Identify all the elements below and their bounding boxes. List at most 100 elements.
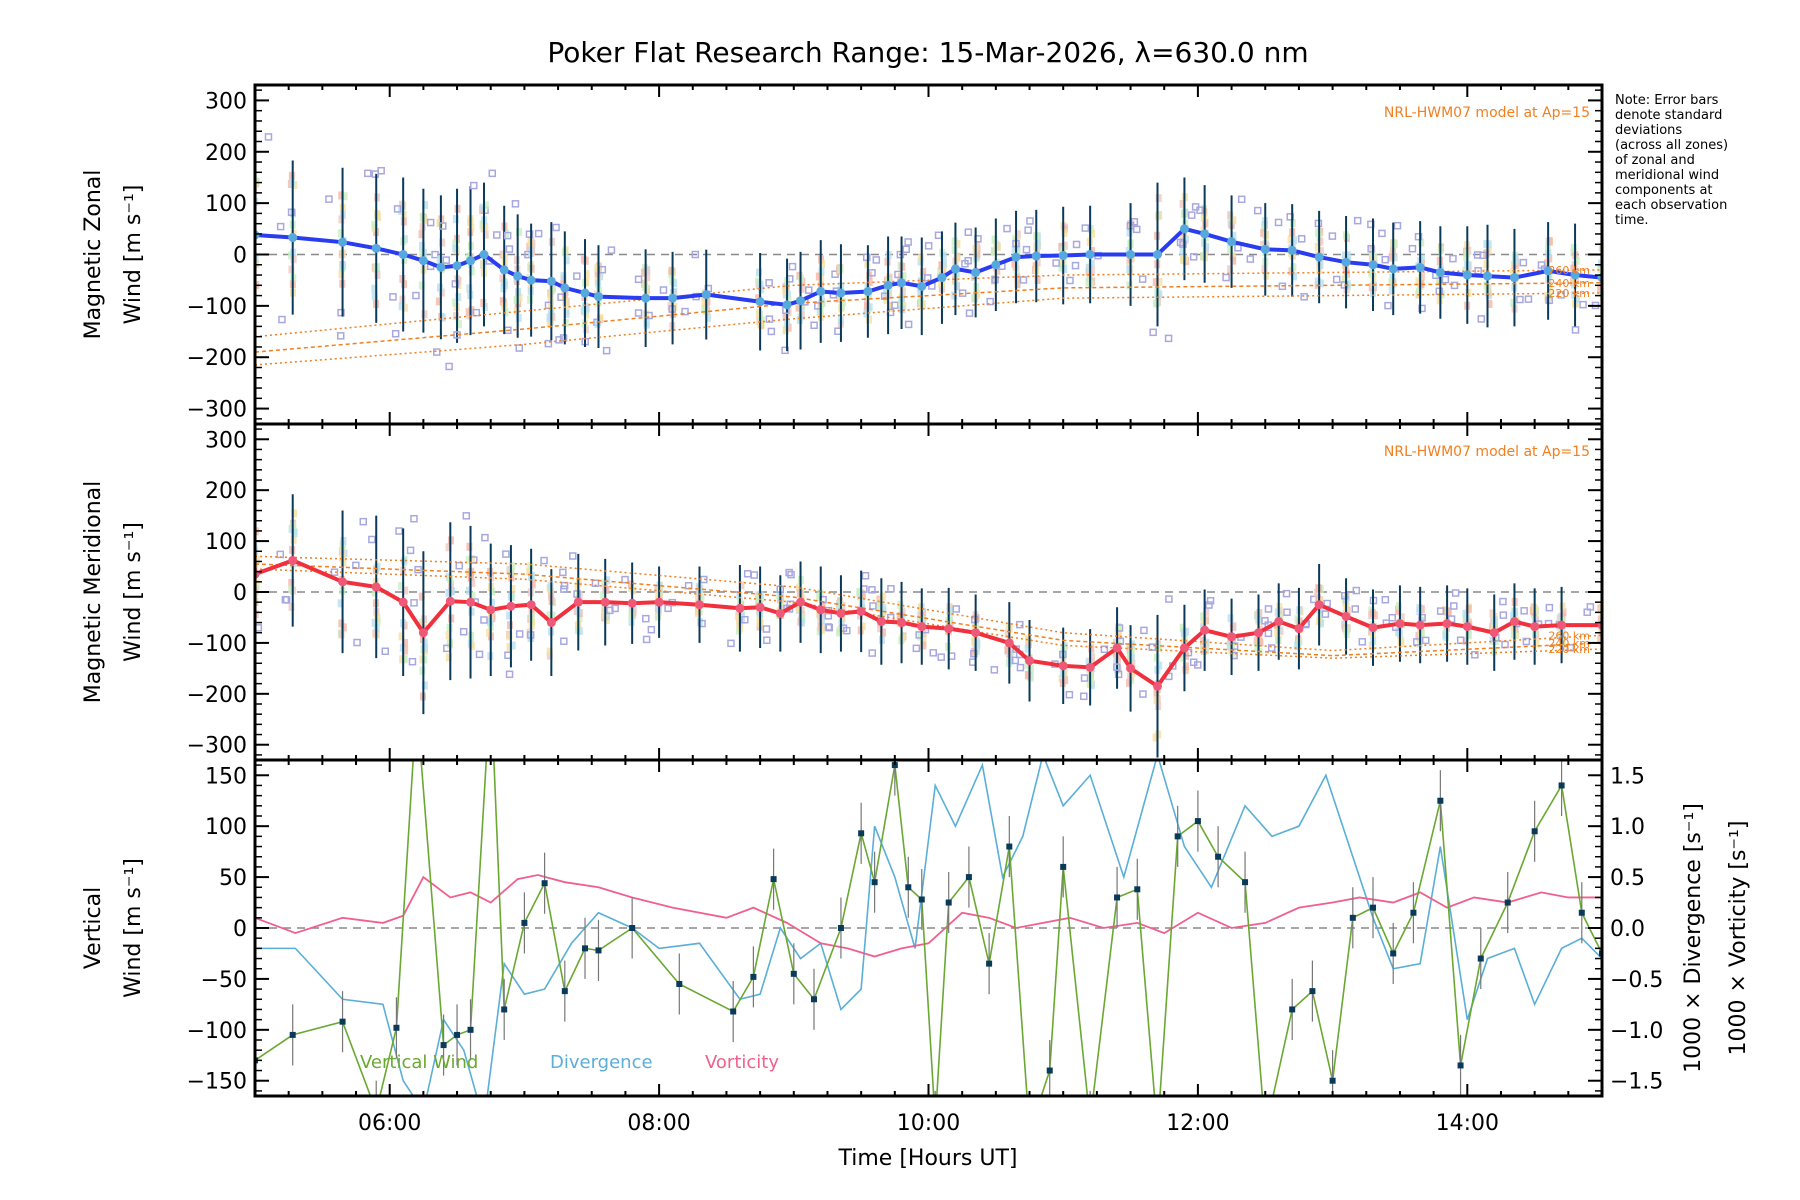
data-point xyxy=(526,600,536,610)
outlier-sample xyxy=(1080,692,1088,701)
zone-sample xyxy=(255,197,259,206)
zone-sample xyxy=(1126,678,1133,687)
outlier-sample xyxy=(1436,607,1445,615)
zone-sample xyxy=(337,229,344,238)
outlier-sample xyxy=(410,514,418,523)
zone-sample xyxy=(401,303,408,312)
model-curve-260km xyxy=(255,269,1602,338)
zone-sample xyxy=(1156,661,1163,670)
zone-sample xyxy=(1598,606,1602,615)
model-curve-260km xyxy=(255,555,1602,652)
outlier-sample xyxy=(805,286,813,294)
zone-sample xyxy=(288,578,295,587)
zone-sample xyxy=(953,282,960,291)
zone-sample xyxy=(418,281,425,290)
vertical-wind-point xyxy=(965,874,972,881)
zone-sample xyxy=(994,266,1001,275)
outlier-sample xyxy=(559,334,568,342)
zone-sample xyxy=(1315,228,1322,237)
outlier-sample xyxy=(681,307,689,316)
outlier-sample xyxy=(887,585,895,593)
outlier-sample xyxy=(767,327,776,336)
vorticity-line xyxy=(255,874,1602,958)
outlier-sample xyxy=(970,649,978,658)
outlier-sample xyxy=(1449,254,1457,263)
zone-sample xyxy=(1419,272,1426,281)
outlier-sample xyxy=(1138,275,1147,283)
zone-sample xyxy=(465,586,472,595)
outlier-sample xyxy=(763,636,771,644)
zone-sample xyxy=(866,278,873,287)
outlier-sample xyxy=(611,604,619,613)
zone-sample xyxy=(255,255,259,264)
outlier-sample xyxy=(1189,253,1198,261)
data-point xyxy=(937,273,947,283)
data-point xyxy=(452,261,462,271)
outlier-sample xyxy=(534,229,543,238)
zone-sample xyxy=(1200,251,1207,260)
outlier-sample xyxy=(929,649,937,657)
zone-sample xyxy=(920,641,927,650)
zone-sample xyxy=(255,579,260,588)
x-tick-label: 10:00 xyxy=(897,1111,960,1136)
x-axis-title: Time [Hours UT] xyxy=(838,1146,1018,1171)
outlier-sample xyxy=(1016,663,1025,672)
zone-sample xyxy=(255,177,260,186)
note-line: time. xyxy=(1615,213,1649,228)
data-point xyxy=(1227,632,1237,642)
zone-sample xyxy=(1088,652,1095,661)
outlier-sample xyxy=(1341,591,1349,600)
zone-sample xyxy=(1291,236,1298,245)
outlier-sample xyxy=(1139,690,1147,698)
outlier-sample xyxy=(986,297,994,306)
zone-sample xyxy=(338,619,345,628)
zone-sample xyxy=(526,567,533,576)
outlier-sample xyxy=(1283,608,1291,616)
outlier-sample xyxy=(1516,295,1524,304)
zone-sample xyxy=(880,603,887,612)
vertical-wind-point xyxy=(1289,1006,1296,1013)
zone-sample xyxy=(291,528,298,537)
outlier-sample xyxy=(1351,605,1360,613)
zone-sample xyxy=(630,586,637,595)
zone-sample xyxy=(1483,239,1490,248)
outlier-sample xyxy=(1388,614,1396,622)
outlier-sample xyxy=(377,166,385,175)
vertical-wind-point xyxy=(891,762,898,769)
vertical-wind-point xyxy=(1309,988,1316,995)
data-point xyxy=(991,260,1001,270)
zone-sample xyxy=(1598,243,1602,252)
outlier-sample xyxy=(868,269,876,277)
zone-sample xyxy=(288,602,295,611)
zone-sample xyxy=(1200,612,1207,621)
outlier-sample xyxy=(896,250,905,259)
zone-sample xyxy=(1570,244,1577,253)
zone-sample xyxy=(990,247,997,256)
zone-sample xyxy=(489,598,496,607)
zone-sample xyxy=(859,622,866,631)
vertical-wind-point xyxy=(339,1018,346,1025)
zone-sample xyxy=(515,313,522,322)
zone-sample xyxy=(288,585,295,594)
zone-sample xyxy=(1344,251,1351,260)
outlier-sample xyxy=(1499,597,1507,606)
vertical-wind-point xyxy=(1154,1129,1160,1135)
zone-sample xyxy=(374,562,381,571)
zone-sample xyxy=(439,238,446,247)
zone-sample xyxy=(1027,664,1034,673)
outlier-sample xyxy=(1418,304,1426,313)
zone-sample xyxy=(1559,637,1566,646)
data-point xyxy=(338,237,348,247)
zone-sample xyxy=(1088,681,1095,690)
outlier-sample xyxy=(505,670,514,679)
zone-sample xyxy=(940,259,947,268)
y-tick-label: 100 xyxy=(205,815,247,840)
data-point xyxy=(1415,620,1425,630)
outlier-sample xyxy=(1011,656,1020,665)
data-point xyxy=(1031,251,1041,261)
vertical-wind-point xyxy=(1329,1077,1336,1084)
zone-sample xyxy=(951,291,958,300)
outlier-sample xyxy=(1519,258,1528,267)
outlier-sample xyxy=(1384,301,1392,310)
zone-sample xyxy=(338,630,345,639)
